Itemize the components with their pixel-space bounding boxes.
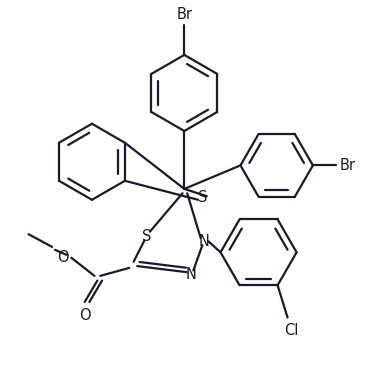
Text: N: N xyxy=(199,234,210,249)
Text: Br: Br xyxy=(176,7,192,22)
Text: O: O xyxy=(57,250,68,265)
Text: Br: Br xyxy=(340,158,356,173)
Text: Cl: Cl xyxy=(284,323,298,338)
Text: S: S xyxy=(198,190,207,206)
Text: O: O xyxy=(79,309,91,323)
Text: N: N xyxy=(186,266,197,281)
Text: S: S xyxy=(142,229,151,244)
